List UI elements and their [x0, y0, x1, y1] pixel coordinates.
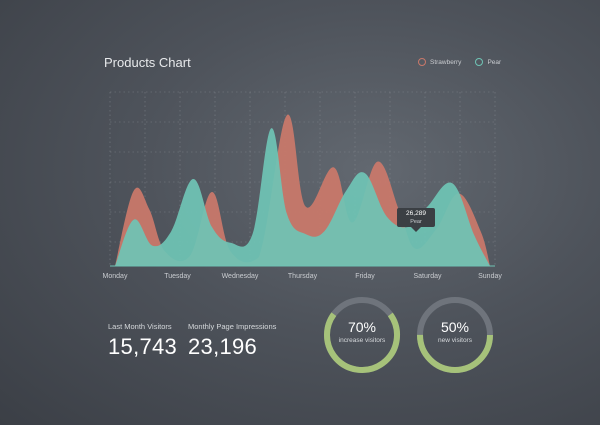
tooltip-value: 26,289	[406, 210, 426, 217]
ring-caption: increase visitors	[338, 337, 386, 344]
stat-value: 15,743	[108, 334, 178, 359]
x-axis-ticks: Monday Tuesday Wednesday Thursday Friday Satu…	[103, 273, 503, 280]
legend-item-strawberry[interactable]: Strawberry	[418, 58, 461, 66]
stat-label: Last Month Visitors	[108, 322, 172, 331]
stat-value: 23,196	[188, 334, 258, 359]
stat-monthly-page-impressions: Monthly Page Impressions 23,196	[188, 322, 276, 360]
stat-last-month-visitors: Last Month Visitors 15,743	[108, 322, 177, 360]
x-tick-label: Thursday	[288, 273, 318, 280]
x-tick-label: Saturday	[413, 273, 442, 280]
progress-ring	[324, 297, 400, 373]
x-tick-label: Monday	[103, 273, 128, 280]
x-tick-label: Wednesday	[222, 273, 259, 280]
increase-visitors-ring: 70% increase visitors	[322, 295, 402, 375]
progress-ring	[417, 297, 493, 373]
ring-caption: new visitors	[438, 337, 472, 344]
tooltip-series: Pear	[410, 219, 422, 225]
ring-fill	[417, 297, 493, 373]
x-tick-label: Sunday	[478, 273, 502, 280]
stat-label: Monthly Page Impressions	[188, 322, 277, 331]
strawberry-circle-icon	[418, 58, 426, 66]
chart-areas	[110, 114, 495, 267]
legend-item-pear[interactable]: Pear	[475, 58, 501, 66]
chart-title: Products Chart	[104, 55, 191, 70]
x-tick-label: Tuesday	[164, 273, 191, 280]
data-tooltip: 26,289 Pear	[397, 208, 435, 232]
area-series-pear[interactable]	[115, 128, 490, 266]
x-tick-label: Friday	[355, 273, 375, 280]
legend-label-strawberry: Strawberry	[430, 58, 462, 66]
new-visitors-ring: 50% new visitors	[415, 295, 495, 375]
chart-legend: Strawberry Pear	[418, 58, 501, 66]
pear-circle-icon	[475, 58, 484, 66]
ring-percent: 50%	[440, 319, 470, 335]
ring-percent: 70%	[347, 319, 377, 335]
legend-label-pear: Pear	[487, 58, 502, 66]
